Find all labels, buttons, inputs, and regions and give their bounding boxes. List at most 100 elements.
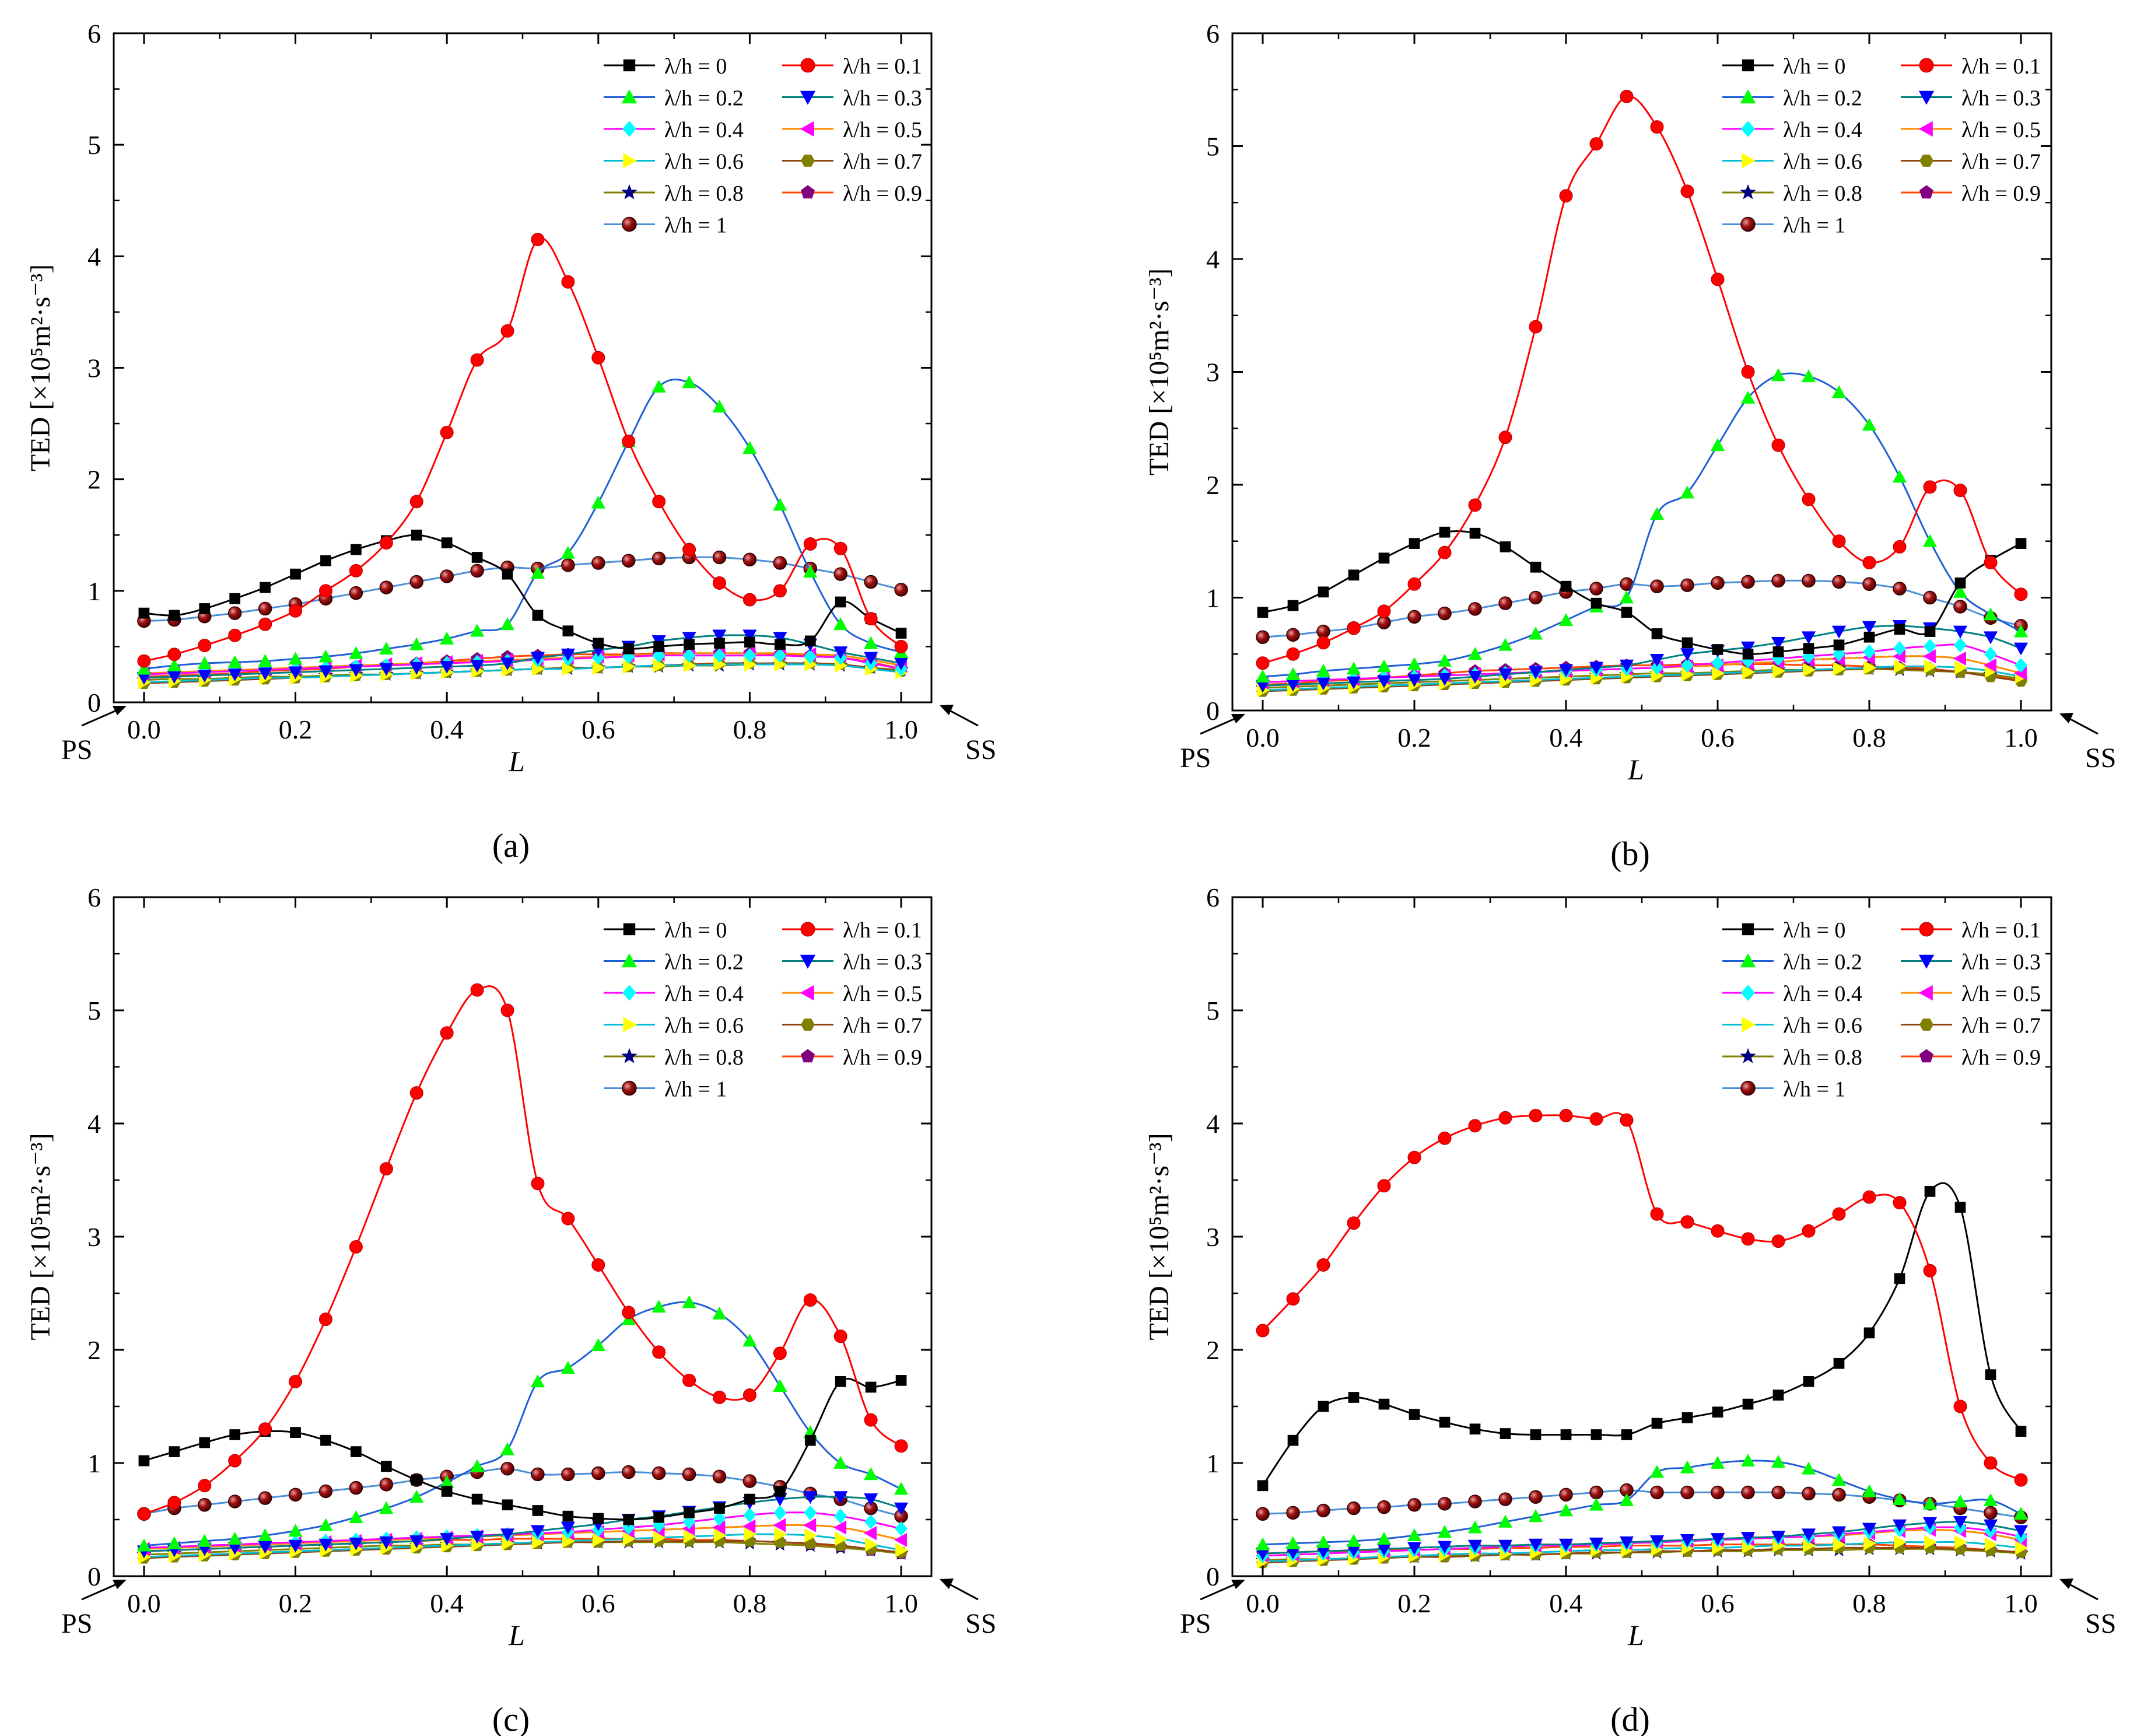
data-point — [1924, 1535, 1938, 1549]
data-point — [320, 1434, 331, 1446]
ps-label: PS — [1180, 743, 1211, 774]
data-point — [1620, 89, 1634, 103]
data-point — [228, 628, 242, 642]
data-point — [2013, 1525, 2029, 1538]
data-point — [2015, 1426, 2027, 1437]
legend-label: λ/h = 0.9 — [1961, 181, 2041, 206]
data-point — [895, 1375, 907, 1386]
data-point — [714, 638, 725, 649]
data-point — [1378, 552, 1390, 564]
data-point — [1347, 621, 1361, 635]
data-point — [1772, 1390, 1784, 1401]
data-point — [1498, 596, 1512, 610]
y-axis-label: TED [×10⁵m²·s⁻³] — [1144, 1133, 1175, 1340]
data-point — [683, 658, 696, 673]
data-point — [742, 1474, 757, 1488]
legend-marker — [1918, 985, 1933, 1001]
data-point — [167, 648, 181, 662]
y-tick-label: 1 — [1206, 1448, 1220, 1478]
data-point — [773, 632, 787, 645]
data-point — [258, 667, 272, 681]
data-point — [1558, 664, 1574, 677]
data-point — [1711, 576, 1725, 590]
data-point — [532, 1535, 545, 1549]
data-point — [1893, 640, 1906, 656]
data-point — [1984, 556, 1998, 570]
data-point — [1831, 385, 1847, 398]
data-point — [593, 638, 604, 649]
data-point — [803, 1293, 817, 1307]
legend-marker — [1741, 121, 1755, 137]
data-point — [835, 1531, 848, 1546]
data-point — [562, 662, 575, 676]
data-point — [1316, 1535, 1331, 1548]
data-point — [532, 610, 544, 621]
ps-label: PS — [61, 734, 92, 765]
series-markers-3 — [136, 629, 909, 685]
data-point — [502, 1536, 515, 1550]
data-point — [318, 665, 333, 678]
data-point — [864, 1514, 878, 1530]
legend: λ/h = 0 λ/h = 0.1 λ/h = 0.2 λ/h = 0.3 λ/h = … — [604, 918, 922, 1102]
data-point — [1318, 586, 1329, 598]
data-point — [1377, 1500, 1391, 1514]
data-point — [409, 575, 424, 589]
data-point — [1862, 556, 1876, 570]
data-point — [1712, 644, 1723, 655]
legend-label: λ/h = 0.6 — [1783, 1014, 1862, 1038]
data-point — [198, 1498, 212, 1512]
x-axis-label: L — [508, 745, 525, 778]
data-point — [1954, 660, 1968, 675]
legend-marker — [622, 985, 636, 1001]
data-point — [1832, 575, 1846, 589]
data-point — [1407, 674, 1422, 687]
data-point — [1801, 631, 1816, 645]
chart-panel-1: 0 1 2 3 4 5 6 0.0 0.2 0.4 0.6 0.8 1.0 L TED [×10⁵m²·s⁻… — [25, 19, 996, 864]
data-point — [1831, 625, 1847, 639]
legend-label: λ/h = 0.6 — [1783, 150, 1862, 174]
data-point — [1498, 1111, 1512, 1125]
data-point — [1954, 1202, 1966, 1213]
data-point — [562, 1510, 574, 1522]
data-point — [1500, 541, 1511, 552]
data-point — [773, 1505, 787, 1521]
data-point — [592, 660, 605, 675]
data-point — [894, 1502, 909, 1516]
data-point — [1680, 578, 1694, 592]
legend-label: λ/h = 1 — [1783, 214, 1845, 238]
y-tick-label: 5 — [87, 996, 101, 1026]
data-point — [1528, 1538, 1543, 1552]
legend-label: λ/h = 0.6 — [664, 1014, 744, 1038]
data-point — [561, 558, 575, 572]
data-point — [288, 652, 303, 665]
data-point — [530, 652, 545, 665]
y-tick-label: 2 — [87, 465, 101, 495]
data-point — [1376, 675, 1392, 688]
data-point — [803, 537, 817, 551]
data-point — [682, 1295, 696, 1308]
data-point — [1924, 659, 1938, 674]
data-point — [1438, 1131, 1452, 1145]
data-point — [351, 544, 362, 555]
data-point — [1318, 1401, 1329, 1412]
data-point — [1680, 1460, 1695, 1474]
data-point — [713, 576, 727, 590]
data-point — [318, 1538, 333, 1552]
legend-marker — [621, 184, 637, 200]
legend-marker — [800, 922, 815, 937]
data-point — [1376, 1543, 1392, 1556]
data-point — [1983, 607, 1998, 621]
legend-marker — [1918, 90, 1935, 105]
data-point — [1468, 498, 1482, 512]
data-point — [774, 657, 787, 672]
data-point — [1558, 613, 1574, 626]
data-point — [2015, 657, 2027, 673]
data-point — [1710, 438, 1725, 452]
data-point — [138, 607, 150, 619]
data-point — [1803, 643, 1814, 654]
data-point — [1409, 538, 1420, 549]
legend-marker — [801, 185, 815, 199]
data-point — [379, 1501, 394, 1514]
data-point — [742, 552, 757, 567]
y-tick-label: 2 — [87, 1335, 101, 1365]
